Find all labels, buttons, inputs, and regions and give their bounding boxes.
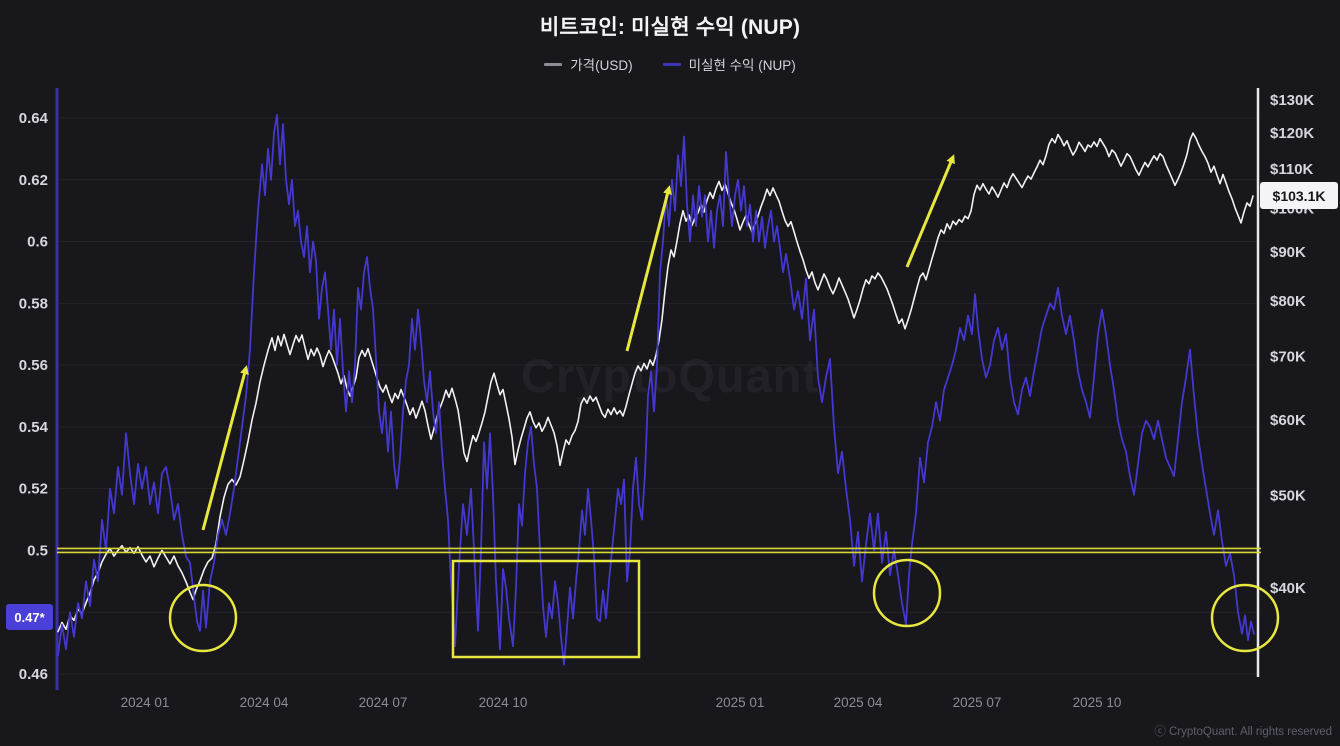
gridlines bbox=[57, 117, 1257, 675]
nup-line-swatch-icon bbox=[662, 62, 681, 66]
svg-text:0.58: 0.58 bbox=[19, 295, 48, 312]
svg-text:0.5: 0.5 bbox=[27, 542, 48, 559]
svg-text:2024 10: 2024 10 bbox=[479, 695, 528, 710]
svg-text:0.56: 0.56 bbox=[19, 357, 48, 374]
svg-text:2025 10: 2025 10 bbox=[1073, 695, 1122, 710]
chart-title: 비트코인: 미실현 수익 (NUP) bbox=[539, 16, 801, 39]
annotation-circle bbox=[1210, 583, 1280, 653]
price-current-badge: $103.1K bbox=[1260, 182, 1338, 209]
price-line bbox=[57, 132, 1254, 633]
legend-item-nup[interactable]: 미실현 수익 (NUP) bbox=[662, 54, 796, 74]
x-axis-tick-labels: 2024 01 2024 04 2024 07 2024 10 2025 01 2025 … bbox=[121, 695, 1122, 710]
svg-text:$40K: $40K bbox=[1270, 580, 1306, 597]
legend-label-price: 가격(USD) bbox=[570, 58, 633, 73]
svg-text:$60K: $60K bbox=[1270, 412, 1306, 429]
annotation-circle bbox=[168, 583, 238, 653]
svg-text:$90K: $90K bbox=[1270, 244, 1306, 261]
legend-label-nup: 미실현 수익 (NUP) bbox=[688, 58, 796, 73]
svg-text:2025 04: 2025 04 bbox=[834, 695, 883, 710]
svg-text:0.46: 0.46 bbox=[19, 666, 48, 683]
copyright: ⓒ CryptoQuant. All rights reserved bbox=[1154, 726, 1332, 738]
svg-text:2025 07: 2025 07 bbox=[953, 695, 1002, 710]
svg-text:2024 07: 2024 07 bbox=[359, 695, 408, 710]
annotation-circle bbox=[872, 558, 942, 628]
svg-text:$110K: $110K bbox=[1270, 161, 1314, 178]
svg-text:0.64: 0.64 bbox=[19, 110, 49, 127]
nup-current-badge: 0.47* bbox=[6, 604, 53, 630]
annotation-arrow bbox=[625, 185, 672, 352]
svg-text:$120K: $120K bbox=[1270, 125, 1314, 142]
annotation-rect bbox=[451, 559, 641, 659]
svg-text:$50K: $50K bbox=[1270, 488, 1306, 505]
svg-text:2024 01: 2024 01 bbox=[121, 695, 170, 710]
nup-line bbox=[57, 114, 1255, 666]
right-axis-tick-labels: $130K$120K$110K$100K$90K$80K$70K$60K$50K… bbox=[1270, 92, 1314, 597]
svg-text:2025 01: 2025 01 bbox=[716, 695, 765, 710]
svg-text:$80K: $80K bbox=[1270, 293, 1306, 310]
legend-item-price[interactable]: 가격(USD) bbox=[544, 54, 633, 74]
svg-text:0.6: 0.6 bbox=[27, 234, 48, 251]
legend: 가격(USD) 미실현 수익 (NUP) bbox=[0, 54, 1340, 74]
svg-text:$130K: $130K bbox=[1270, 92, 1314, 109]
svg-text:2024 04: 2024 04 bbox=[240, 695, 289, 710]
svg-text:0.62: 0.62 bbox=[19, 172, 48, 189]
svg-text:0.54: 0.54 bbox=[19, 419, 49, 436]
price-line-swatch-icon bbox=[544, 62, 563, 66]
annotation-arrow bbox=[201, 365, 249, 531]
svg-text:0.52: 0.52 bbox=[19, 481, 48, 498]
svg-text:$70K: $70K bbox=[1270, 348, 1306, 365]
annotation-arrow bbox=[905, 154, 955, 268]
left-axis-tick-labels: 0.460.480.50.520.540.560.580.60.620.64 bbox=[19, 110, 49, 683]
